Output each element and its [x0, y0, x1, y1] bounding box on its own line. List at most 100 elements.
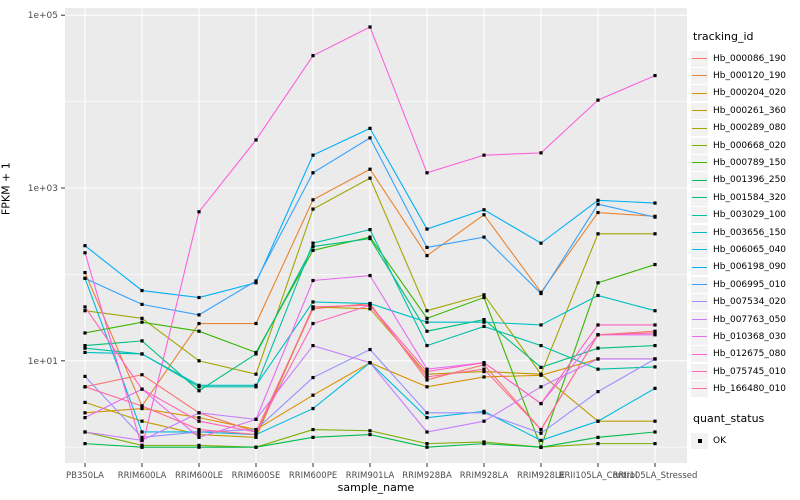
- data-point: [653, 419, 657, 423]
- data-point: [539, 431, 543, 435]
- data-point: [83, 270, 87, 275]
- data-point: [539, 401, 543, 406]
- legend-keyline-icon: [692, 284, 707, 286]
- data-point: [482, 369, 486, 374]
- legend-item-Hb_000261_360: Hb_000261_360: [691, 102, 799, 119]
- data-point: [653, 201, 657, 205]
- data-point: [539, 385, 543, 389]
- data-point: [482, 320, 486, 324]
- data-point: [368, 307, 372, 311]
- data-point: [83, 251, 87, 255]
- legend-key: [691, 381, 708, 398]
- data-point: [140, 288, 144, 293]
- data-point: [197, 210, 201, 214]
- data-point: [254, 279, 258, 283]
- data-point: [482, 361, 486, 365]
- black-square-point-icon: [697, 438, 702, 443]
- data-point: [311, 435, 315, 439]
- legend-keyline-icon: [692, 301, 707, 303]
- data-point: [653, 309, 657, 313]
- data-point: [425, 254, 429, 258]
- data-point: [197, 443, 201, 447]
- legend-keyline-icon: [692, 179, 707, 181]
- data-point: [368, 361, 372, 365]
- legend-key: [691, 155, 708, 172]
- legend-item-Hb_000668_020: Hb_000668_020: [691, 137, 799, 154]
- legend-label: Hb_000204_020: [713, 88, 787, 99]
- legend-label: Hb_000668_020: [713, 140, 787, 151]
- data-point: [197, 445, 201, 449]
- legend-item-Hb_001396_250: Hb_001396_250: [691, 172, 799, 189]
- data-point: [368, 273, 372, 278]
- data-point: [83, 309, 87, 313]
- data-point: [368, 167, 372, 171]
- legend-label: Hb_000289_080: [713, 123, 787, 134]
- data-point: [482, 375, 486, 379]
- data-point: [83, 400, 87, 405]
- data-point: [140, 339, 144, 343]
- legend-item-Hb_007534_020: Hb_007534_020: [691, 293, 799, 311]
- legend: tracking_id Hb_000086_190 Hb_000120_190 Hb…: [691, 30, 799, 449]
- data-point: [254, 281, 258, 285]
- x-tick-label: PB350LA: [66, 471, 104, 481]
- data-point: [311, 307, 315, 311]
- legend-keyline-icon: [692, 318, 707, 320]
- x-tick-label: RRIM928LE: [517, 471, 565, 481]
- data-point: [539, 427, 543, 432]
- legend-title-quant-status: quant_status: [693, 411, 765, 425]
- data-point: [197, 295, 201, 300]
- legend-label: Hb_000086_190: [713, 53, 787, 64]
- data-point: [596, 232, 600, 236]
- legend-keyline-icon: [692, 162, 707, 164]
- data-point: [653, 365, 657, 369]
- data-point: [425, 309, 429, 313]
- data-point: [311, 153, 315, 157]
- legend-key: [691, 346, 708, 363]
- data-point: [425, 369, 429, 374]
- legend-item-Hb_000789_150: Hb_000789_150: [691, 154, 799, 172]
- data-point: [140, 435, 144, 439]
- data-point: [482, 367, 486, 371]
- legend-item-ok: OK: [691, 432, 799, 449]
- data-point: [140, 320, 144, 324]
- data-point: [539, 372, 543, 376]
- legend-item-Hb_003029_100: Hb_003029_100: [691, 207, 799, 224]
- legend-key: [691, 224, 708, 241]
- data-point: [596, 390, 600, 394]
- data-point: [197, 313, 201, 317]
- y-tick-label: 1e+01: [28, 357, 58, 367]
- data-point: [425, 343, 429, 348]
- data-point: [197, 419, 201, 423]
- data-point: [596, 210, 600, 215]
- data-point: [140, 387, 144, 391]
- data-point: [425, 320, 429, 324]
- data-point: [653, 331, 657, 335]
- legend-item-Hb_006065_040: Hb_006065_040: [691, 241, 799, 258]
- legend-label: Hb_075745_010: [713, 366, 787, 377]
- data-point: [425, 442, 429, 446]
- data-point: [311, 248, 315, 252]
- data-point: [653, 329, 657, 333]
- data-point: [311, 54, 315, 58]
- legend-keyline-icon: [692, 249, 707, 251]
- legend-item-Hb_007763_050: Hb_007763_050: [691, 311, 799, 328]
- data-point: [140, 438, 144, 442]
- data-point: [254, 417, 258, 421]
- legend-keyline-icon: [692, 75, 707, 77]
- x-tick-label: RRIM928BA: [402, 471, 452, 481]
- legend-key: [691, 241, 708, 258]
- x-tick-label: RRIM928LA: [460, 471, 509, 481]
- data-point: [83, 331, 87, 335]
- data-point: [482, 295, 486, 300]
- data-point: [83, 385, 87, 389]
- data-point: [83, 430, 87, 434]
- legend-keyline-icon: [692, 388, 707, 390]
- data-point: [254, 372, 258, 376]
- data-point: [368, 347, 372, 352]
- legend-item-Hb_001584_320: Hb_001584_320: [691, 189, 799, 206]
- legend-key: [691, 102, 708, 119]
- data-point: [425, 375, 429, 379]
- data-point: [311, 427, 315, 432]
- data-point: [653, 232, 657, 236]
- data-point: [368, 429, 372, 433]
